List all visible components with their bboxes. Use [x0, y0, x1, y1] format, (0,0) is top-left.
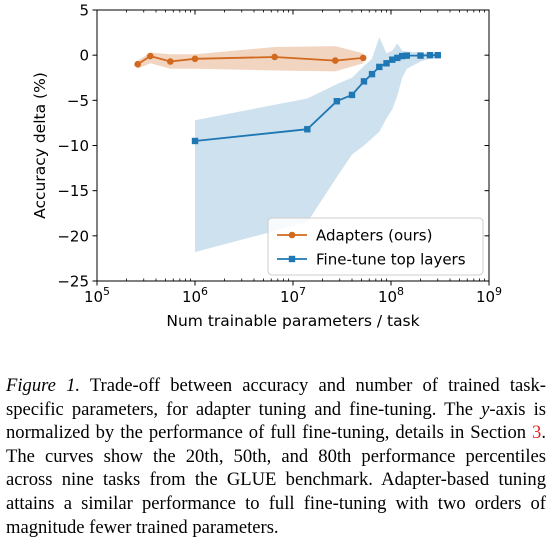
y-axis-label: Accuracy delta (%): [31, 72, 49, 219]
x-tick-label: 108: [378, 285, 404, 306]
y-tick-label: 0: [79, 47, 89, 65]
y-tick-label: −15: [57, 182, 89, 200]
adapters-point: [271, 54, 278, 61]
legend-marker: [289, 232, 296, 239]
legend-label: Fine-tune top layers: [316, 251, 466, 269]
y-tick-label: −20: [57, 227, 89, 245]
accuracy-tradeoff-chart: 105 106 107 108 109 50−5−10−15−20−25 Num tra…: [0, 0, 551, 340]
finetune-point: [427, 52, 433, 58]
finetune-point: [383, 60, 389, 66]
section-reference-link[interactable]: 3: [532, 422, 541, 443]
adapters-point: [360, 55, 367, 62]
finetune-point: [304, 126, 310, 132]
adapters-point: [147, 53, 154, 60]
adapters-point: [332, 57, 339, 64]
legend-label: Adapters (ours): [316, 227, 432, 245]
chart-legend: Adapters (ours) Fine-tune top layers: [268, 218, 483, 275]
y-tick-label: −10: [57, 137, 89, 155]
finetune-point: [369, 71, 375, 77]
finetune-point: [376, 64, 382, 70]
finetune-point: [417, 52, 423, 58]
finetune-point: [192, 138, 198, 144]
finetune-point: [435, 52, 441, 58]
x-axis-label: Num trainable parameters / task: [166, 312, 419, 330]
adapters-point: [167, 58, 174, 65]
x-tick-label: 107: [280, 285, 306, 306]
x-tick-label: 106: [182, 285, 208, 306]
finetune-point: [361, 78, 367, 84]
legend-marker: [289, 256, 295, 262]
y-tick-label: 5: [79, 2, 89, 20]
figure-label: Figure 1.: [6, 375, 80, 396]
figure-caption: Figure 1. Trade-off between accuracy and…: [6, 374, 546, 539]
finetune-point: [334, 98, 340, 104]
y-tick-label: −5: [67, 92, 89, 110]
adapters-point: [192, 55, 199, 62]
x-tick-label: 109: [476, 285, 502, 306]
finetune-point: [404, 52, 410, 58]
finetune-point: [349, 92, 355, 98]
adapters-point: [134, 61, 141, 68]
caption-text-1: Trade-off between accuracy and number of…: [6, 375, 546, 420]
y-tick-label: −25: [57, 273, 89, 291]
